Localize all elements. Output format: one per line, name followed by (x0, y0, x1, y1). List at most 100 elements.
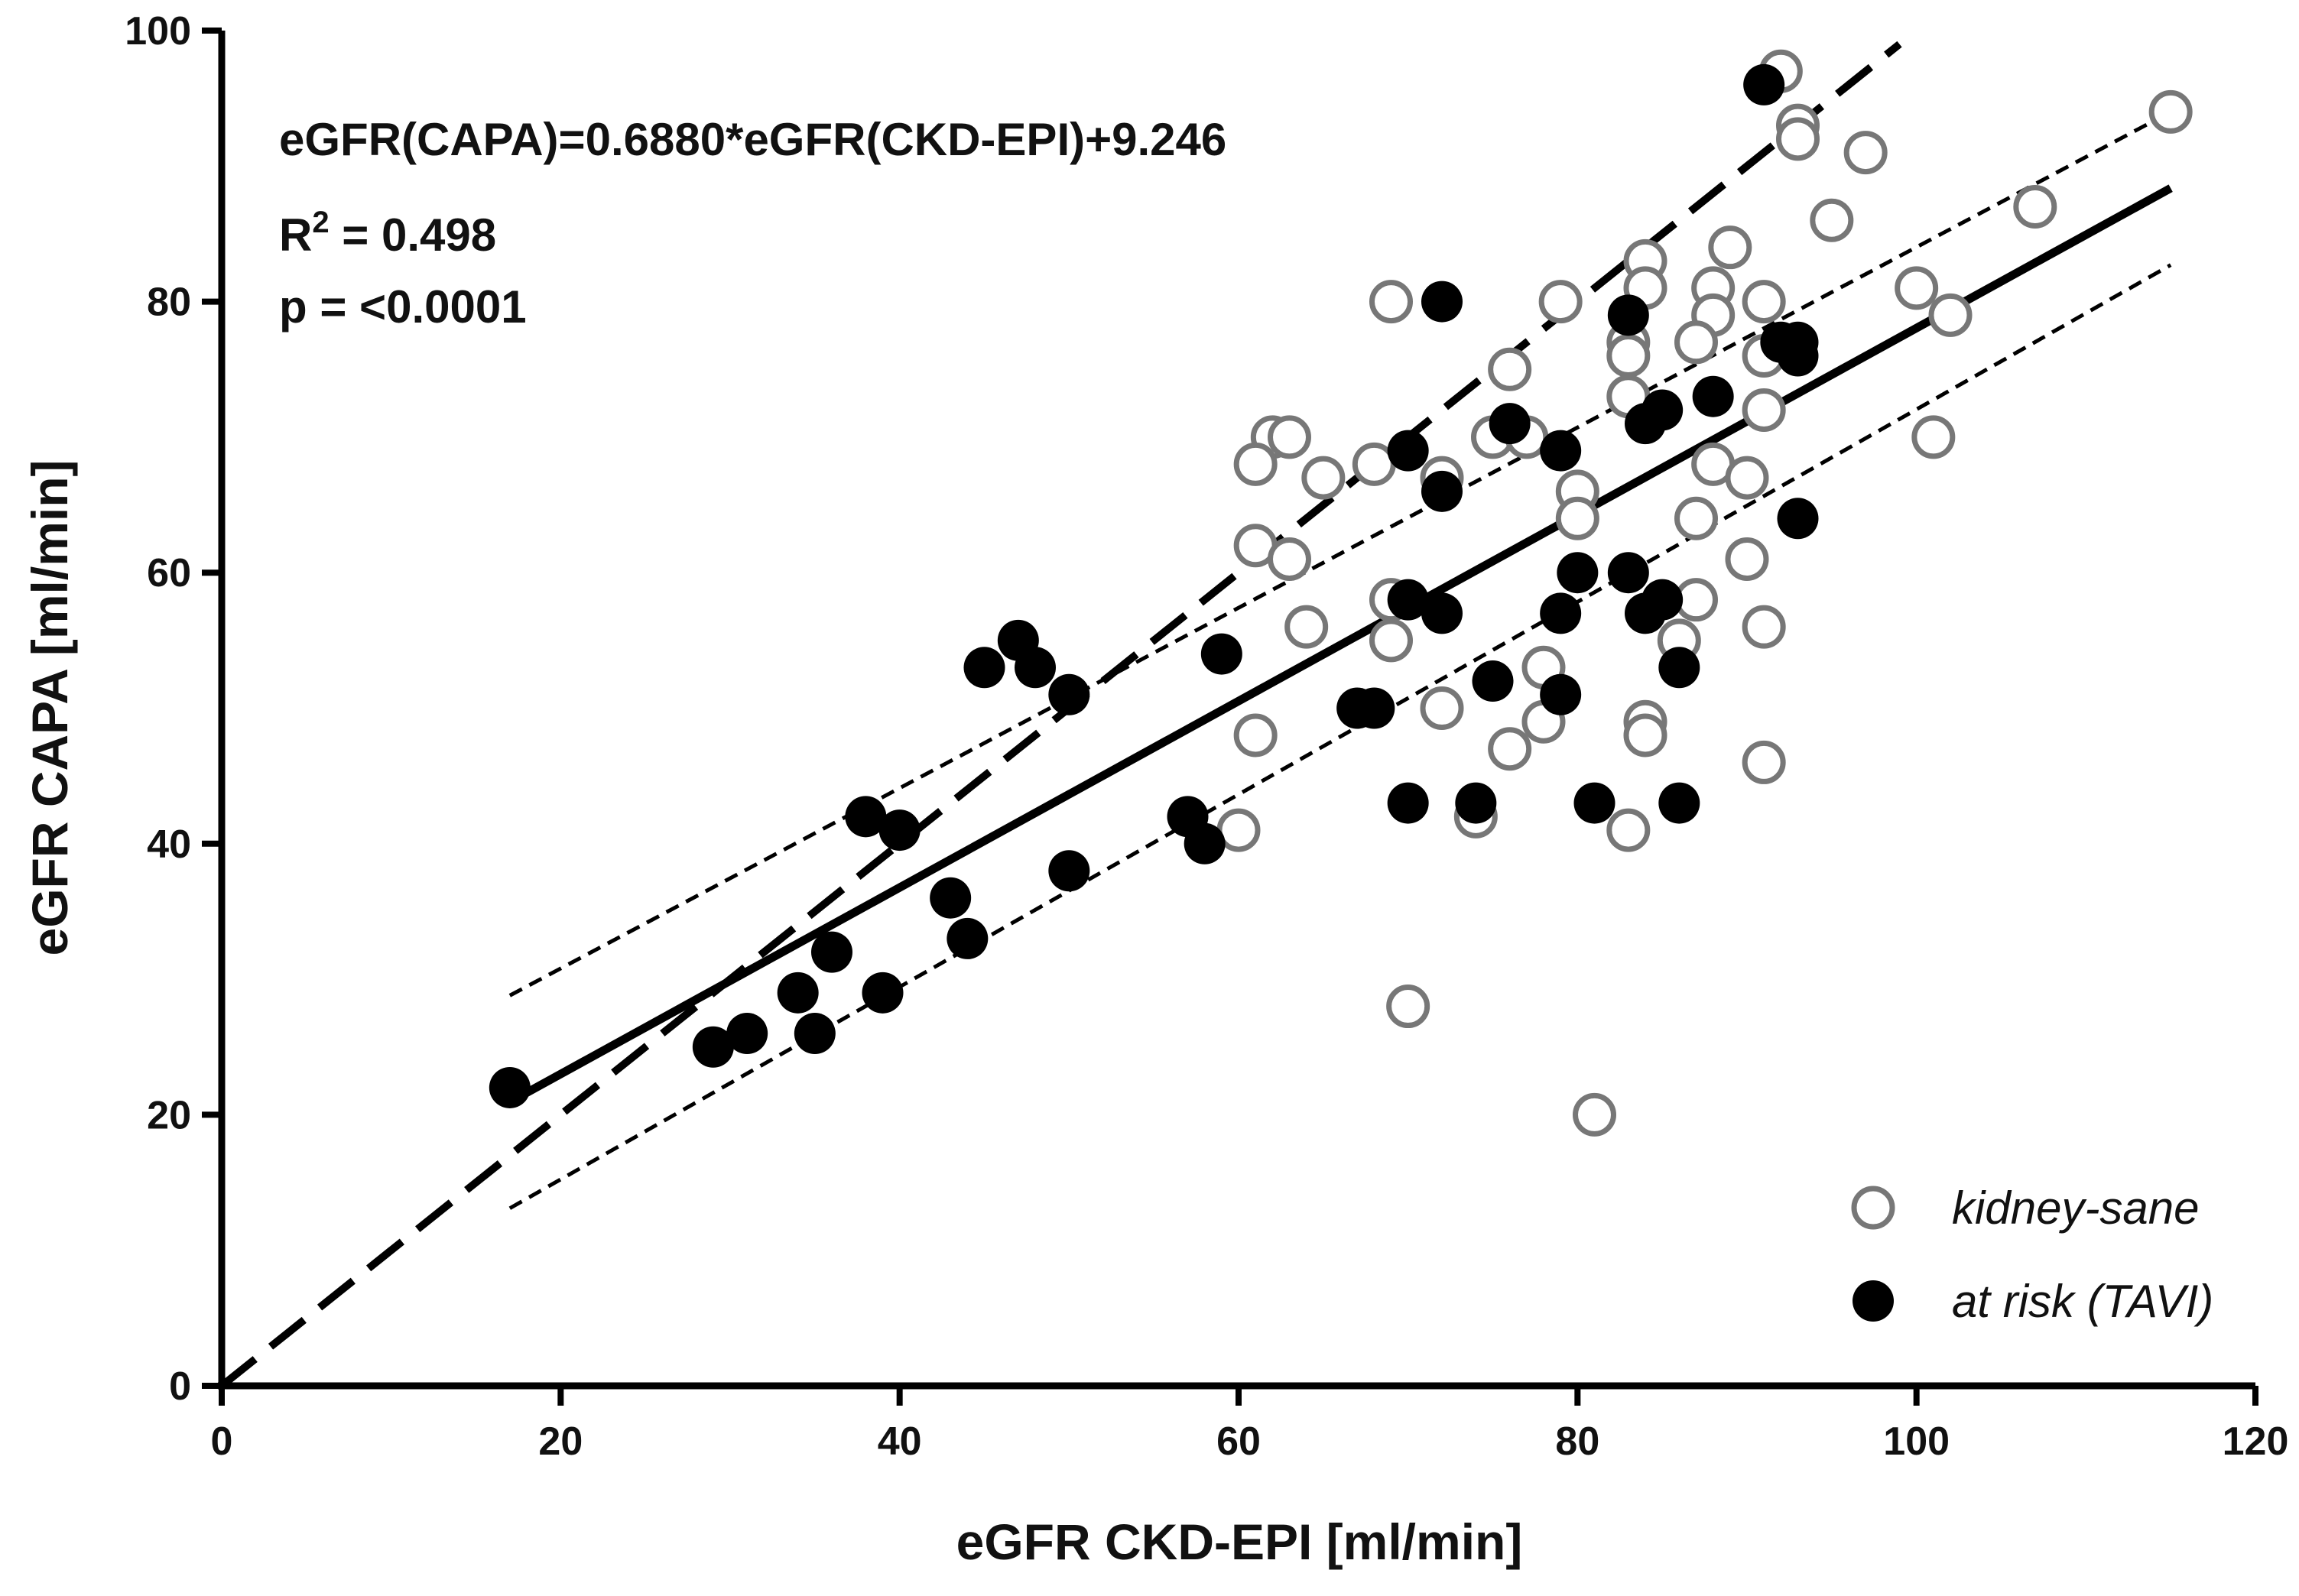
point-at-risk (1048, 673, 1090, 715)
point-at-risk (862, 972, 904, 1014)
point-at-risk (1658, 647, 1700, 689)
point-at-risk (1387, 430, 1429, 472)
point-kidney-sane (1606, 334, 1651, 378)
point-at-risk (489, 1066, 531, 1108)
y-tick-label: 80 (147, 281, 191, 325)
point-at-risk (1743, 63, 1785, 105)
point-at-risk (1625, 592, 1666, 634)
ci-upper-line (508, 110, 2172, 998)
point-at-risk (1607, 552, 1649, 594)
point-kidney-sane (1301, 456, 1346, 500)
ci-lower-line (508, 263, 2172, 1210)
legend-label-at-risk: at risk (TAVI) (1952, 1276, 2213, 1327)
point-at-risk (1455, 782, 1497, 824)
point-kidney-sane (1895, 266, 1939, 310)
point-at-risk (1692, 375, 1734, 417)
point-at-risk (1540, 430, 1582, 472)
point-kidney-sane (2013, 184, 2057, 229)
point-at-risk (1540, 673, 1582, 715)
point-kidney-sane (1233, 442, 1278, 486)
point-kidney-sane (1725, 537, 1769, 581)
x-tick-label: 120 (2223, 1419, 2289, 1464)
point-kidney-sane (1386, 985, 1430, 1029)
x-tick-label: 0 (211, 1419, 233, 1464)
point-at-risk (811, 931, 852, 973)
legend: kidney-sane at risk (TAVI) (1851, 1182, 2213, 1327)
y-tick-label: 60 (147, 551, 191, 595)
r-squared-prefix: R (279, 209, 312, 261)
point-kidney-sane (1742, 605, 1786, 649)
point-at-risk (1048, 850, 1090, 892)
point-kidney-sane (1674, 320, 1718, 365)
legend-marker-at-risk (1853, 1280, 1894, 1322)
data-points (489, 49, 2193, 1137)
point-kidney-sane (1623, 713, 1667, 757)
r-squared-superscript: 2 (312, 206, 329, 239)
x-tick-label: 60 (1216, 1419, 1261, 1464)
x-tick-label: 80 (1555, 1419, 1599, 1464)
legend-marker-kidney-sane (1851, 1186, 1895, 1230)
point-kidney-sane (1555, 496, 1599, 540)
point-at-risk (878, 809, 921, 852)
regression-line (508, 184, 2173, 1106)
legend-label-kidney-sane: kidney-sane (1952, 1182, 2200, 1234)
point-at-risk (947, 917, 989, 959)
point-at-risk (1472, 660, 1514, 702)
axis-ticks: 0 20 40 60 80 100 120 0 20 40 60 80 100 (125, 9, 2288, 1464)
r-squared-value: = 0.498 (330, 209, 497, 261)
point-at-risk (1421, 281, 1463, 323)
x-axis-title: eGFR CKD-EPI [ml/min] (956, 1513, 1523, 1570)
point-kidney-sane (1268, 537, 1311, 581)
y-tick-label: 0 (169, 1364, 191, 1409)
point-at-risk (963, 647, 1005, 689)
point-at-risk (1184, 822, 1226, 864)
point-at-risk (1387, 579, 1429, 621)
point-kidney-sane (1776, 117, 1820, 161)
point-at-risk (1777, 335, 1819, 377)
point-at-risk (1607, 294, 1649, 336)
point-at-risk (1421, 470, 1463, 512)
point-at-risk (1658, 782, 1700, 824)
point-kidney-sane (1708, 225, 1752, 270)
point-at-risk (930, 877, 972, 919)
point-kidney-sane (1843, 131, 1888, 175)
fit-lines (219, 41, 2173, 1389)
point-at-risk (1557, 552, 1599, 594)
point-at-risk (1421, 592, 1463, 634)
point-at-risk (1625, 403, 1666, 445)
point-kidney-sane (1911, 415, 1956, 459)
point-kidney-sane (1369, 618, 1413, 663)
point-kidney-sane (1810, 198, 1854, 242)
r-squared: R2 = 0.498 (279, 206, 496, 261)
point-kidney-sane (1725, 456, 1769, 500)
point-kidney-sane (1742, 280, 1786, 324)
point-kidney-sane (2148, 89, 2193, 134)
p-value: p = <0.0001 (279, 281, 527, 332)
y-tick-label: 40 (147, 822, 191, 867)
point-at-risk (1777, 498, 1819, 540)
x-tick-label: 40 (878, 1419, 922, 1464)
point-kidney-sane (1928, 293, 1973, 337)
point-at-risk (1353, 687, 1395, 729)
x-tick-label: 100 (1883, 1419, 1950, 1464)
identity-line (219, 41, 1902, 1389)
point-at-risk (1387, 782, 1429, 824)
point-kidney-sane (1742, 388, 1786, 432)
y-axis-title: eGFR CAPA [ml/min] (21, 459, 78, 955)
point-kidney-sane (1742, 740, 1786, 784)
y-tick-label: 100 (125, 9, 191, 54)
point-at-risk (1015, 647, 1056, 689)
x-tick-label: 20 (538, 1419, 583, 1464)
point-at-risk (777, 972, 819, 1014)
point-kidney-sane (1488, 727, 1532, 771)
point-at-risk (1573, 782, 1615, 824)
point-kidney-sane (1420, 686, 1464, 730)
point-kidney-sane (1369, 280, 1413, 324)
point-at-risk (1489, 403, 1531, 445)
point-at-risk (726, 1013, 768, 1055)
point-at-risk (1200, 633, 1242, 675)
point-kidney-sane (1268, 415, 1311, 459)
regression-equation: eGFR(CAPA)=0.6880*eGFR(CKD-EPI)+9.246 (279, 114, 1226, 165)
point-kidney-sane (1488, 347, 1532, 391)
